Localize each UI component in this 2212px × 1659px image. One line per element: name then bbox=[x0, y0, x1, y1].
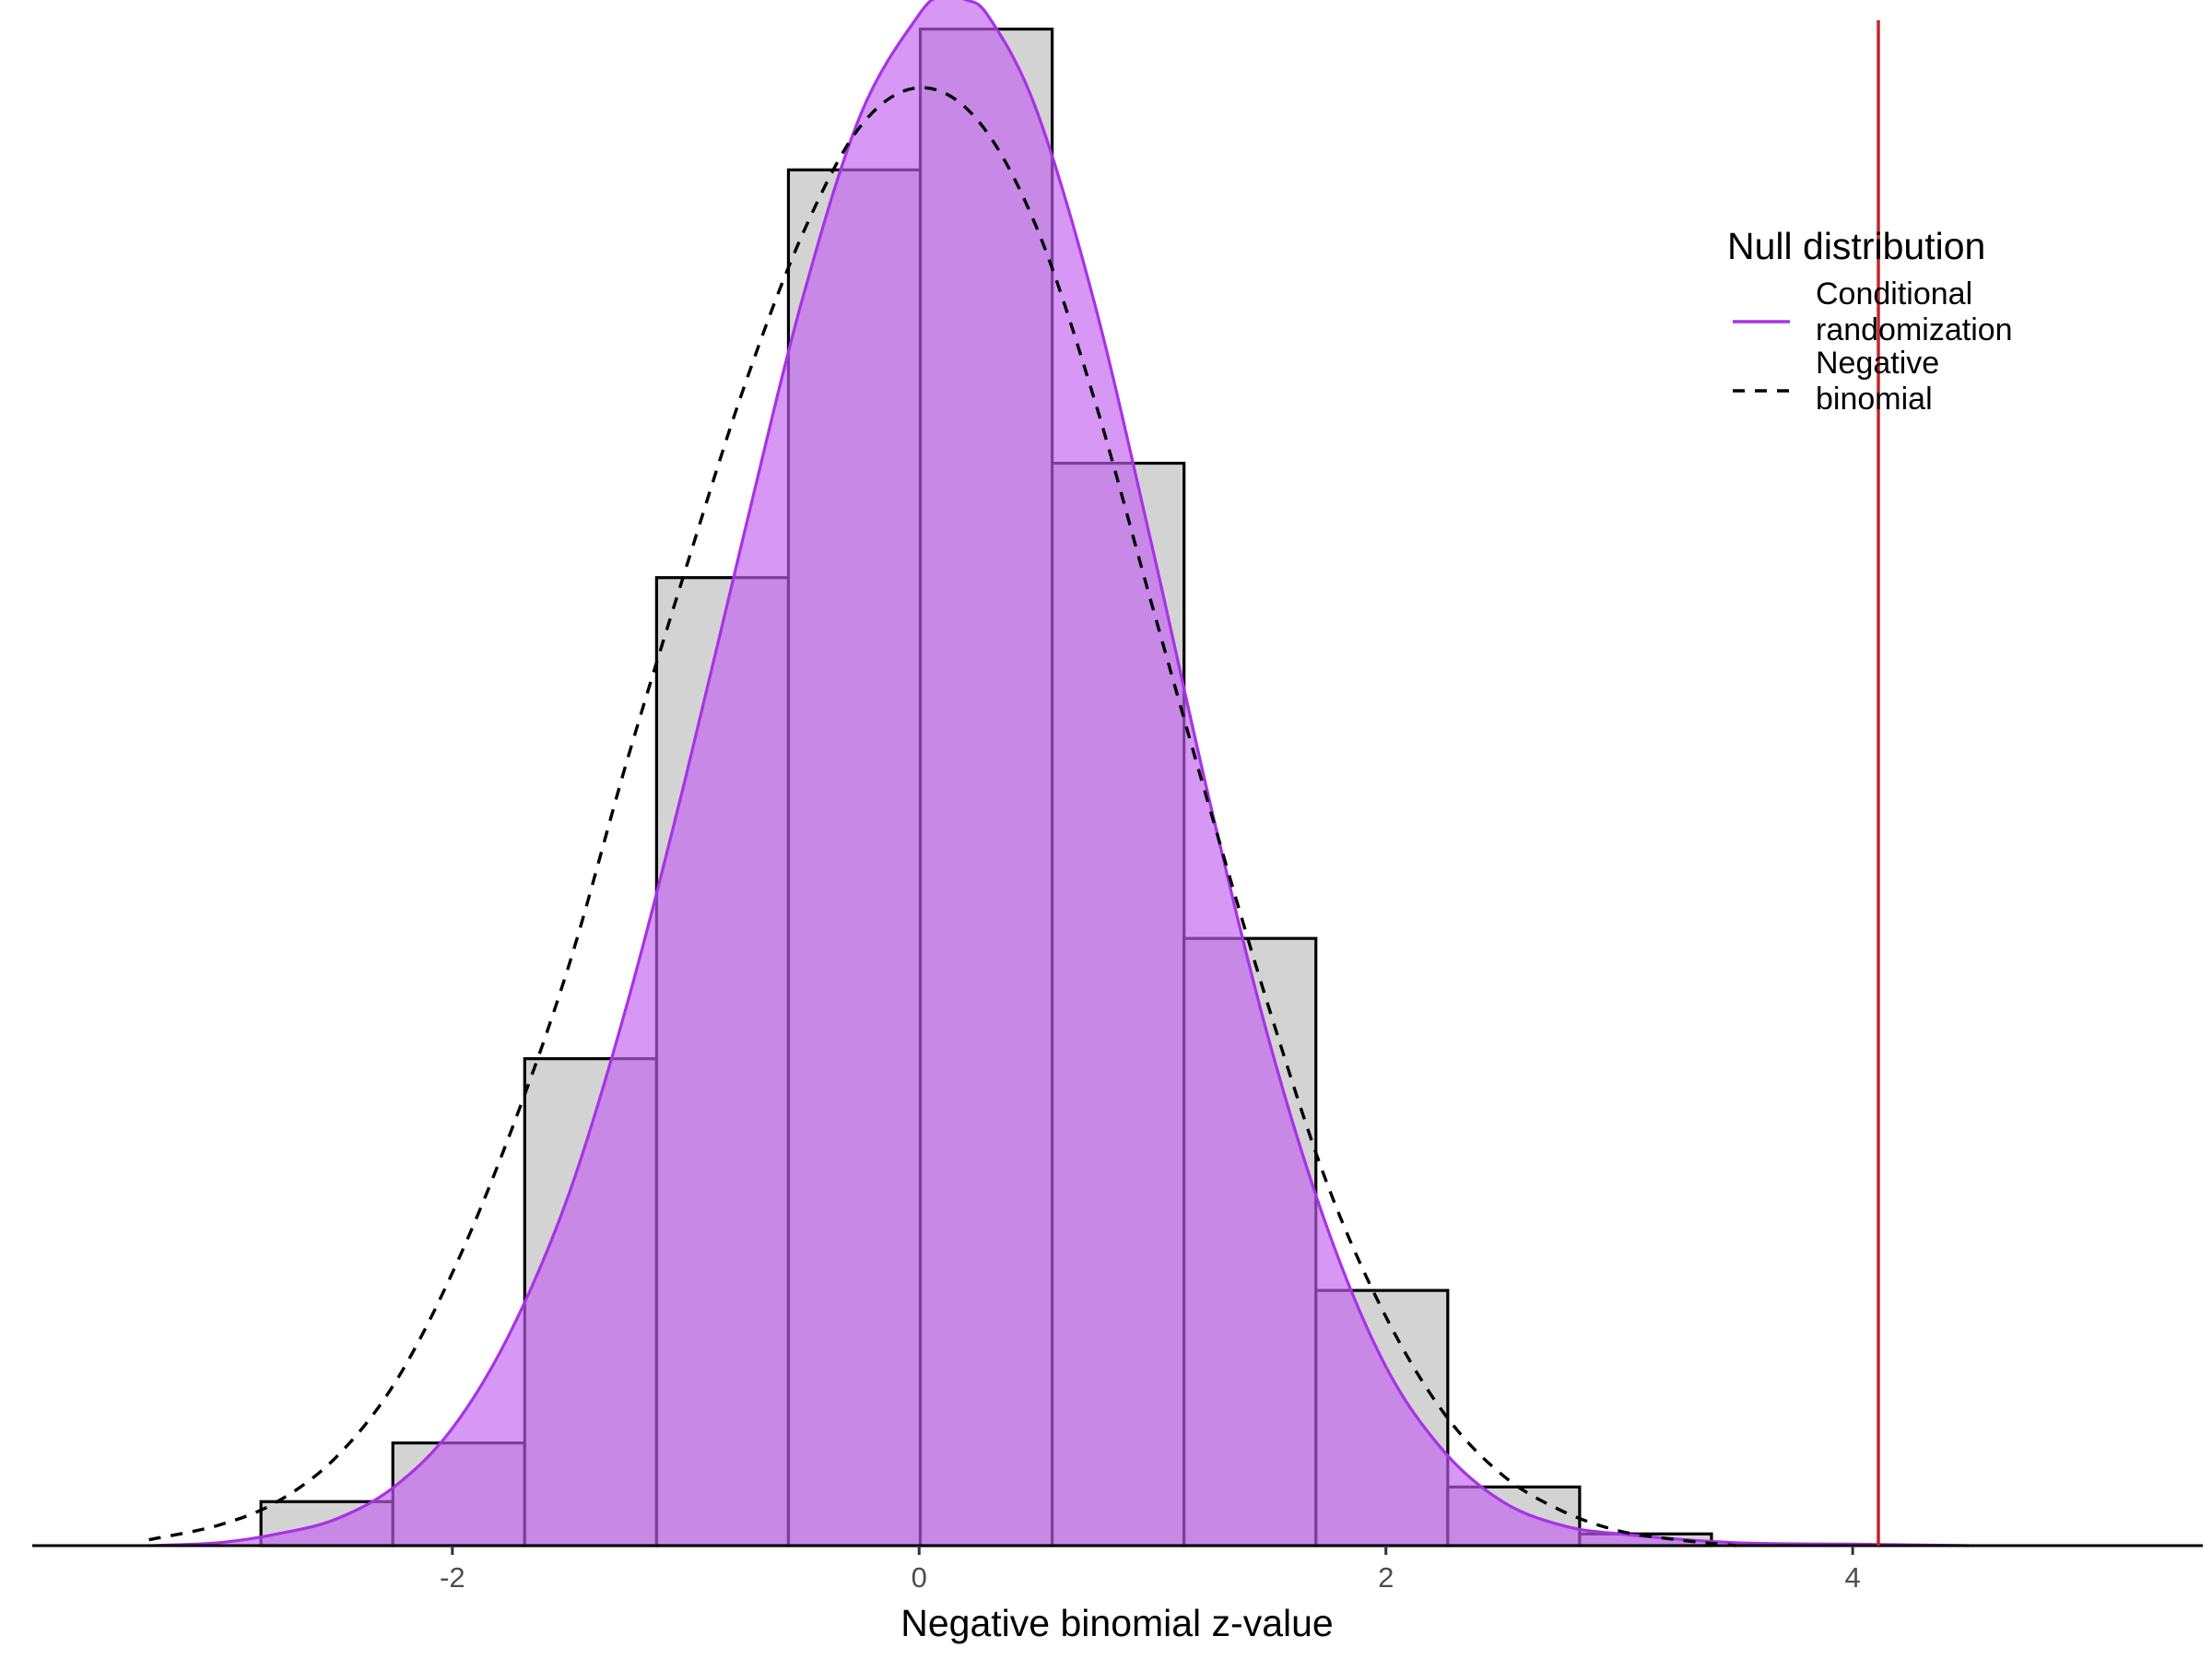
legend-entry-label: randomization bbox=[1816, 312, 2013, 347]
x-axis-title: Negative binomial z-value bbox=[900, 1602, 1333, 1644]
x-tick-label: -2 bbox=[440, 1561, 465, 1594]
legend-title: Null distribution bbox=[1727, 225, 1985, 267]
x-axis-ticks: -2 0 2 4 bbox=[440, 1546, 1861, 1594]
legend-entry-label: Conditional bbox=[1816, 276, 1972, 312]
x-tick-label: 4 bbox=[1845, 1561, 1861, 1594]
legend-entry-label: binomial bbox=[1816, 382, 1933, 417]
conditional-randomization-density-line bbox=[148, 0, 1970, 1547]
density-curves bbox=[148, 0, 1970, 1547]
conditional-randomization-density-fill bbox=[148, 0, 1970, 1546]
x-tick-label: 0 bbox=[912, 1561, 927, 1594]
legend: Null distribution Conditionalrandomizati… bbox=[1727, 225, 2013, 417]
x-tick-label: 2 bbox=[1378, 1561, 1394, 1594]
legend-entry-label: Negative bbox=[1816, 346, 1939, 381]
negative-binomial-density-line bbox=[148, 86, 1736, 1547]
